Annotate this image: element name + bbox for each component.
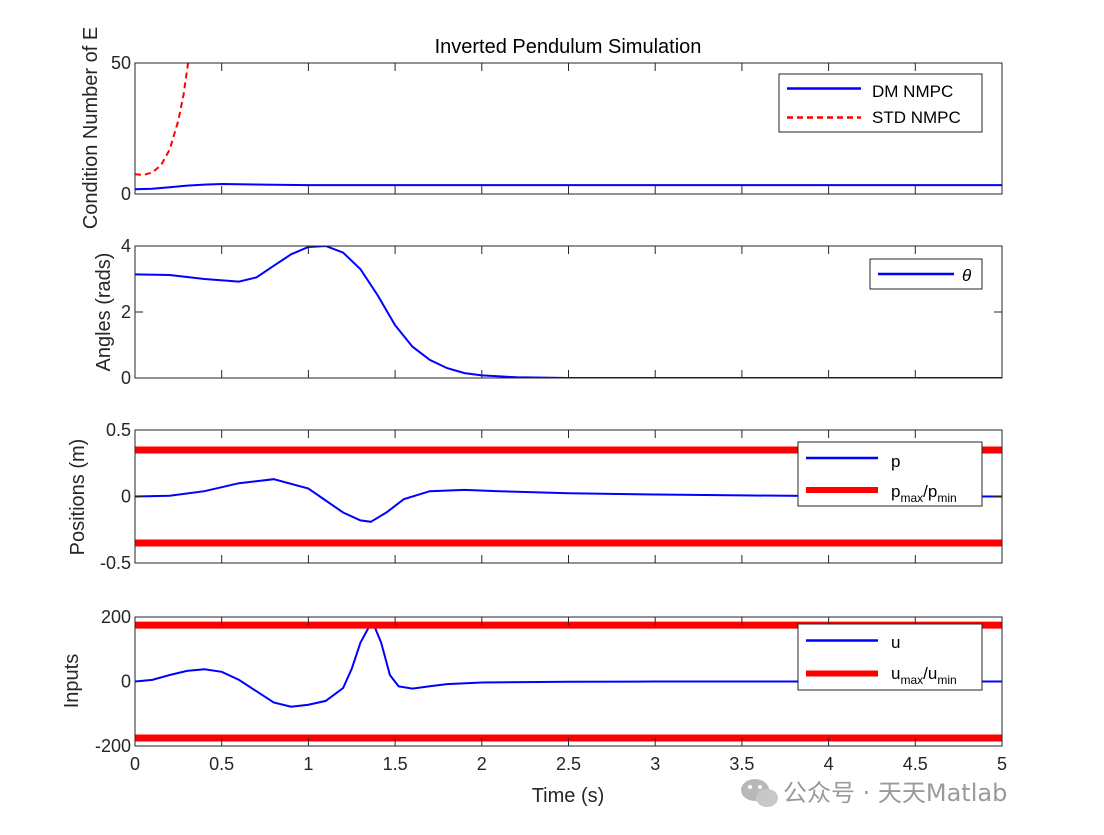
y-tick-label: 4: [121, 236, 131, 256]
y-axis-label: Positions (m): [67, 439, 89, 556]
series-line-0: [135, 624, 1002, 708]
x-tick-label: 2.5: [556, 754, 581, 774]
series-line-0: [135, 182, 1002, 191]
series-line-1: [135, 63, 190, 176]
y-tick-label: 0: [121, 487, 131, 507]
x-tick-label: 3.5: [729, 754, 754, 774]
legend-label-theta: θ: [962, 266, 972, 285]
y-axis-label: Angles (rads): [93, 253, 115, 372]
legend-label-u: u: [891, 633, 900, 652]
x-tick-label: 1.5: [383, 754, 408, 774]
subplot-angles: 0 2 4 Angles (rads): [93, 236, 1003, 388]
y-tick-label: 0: [121, 368, 131, 388]
legend-box: [797, 623, 983, 691]
x-axis-label: Time (s): [532, 785, 605, 807]
legend-label-std-nmpc: STD NMPC: [872, 108, 961, 127]
y-tick-label: 200: [101, 607, 131, 627]
x-tick-label: 4: [824, 754, 834, 774]
y-tick-label: 50: [111, 53, 131, 73]
x-tick-label: 2: [477, 754, 487, 774]
y-tick-label: -200: [95, 736, 131, 756]
wechat-icon: [741, 779, 778, 807]
series-line-0: [135, 478, 1002, 523]
x-tick-label: 0.5: [209, 754, 234, 774]
x-tick-label: 0: [130, 754, 140, 774]
y-tick-label: 0: [121, 672, 131, 692]
x-tick-label: 4.5: [903, 754, 928, 774]
y-tick-label: 0.5: [106, 420, 131, 440]
y-tick-label: -0.5: [100, 553, 131, 573]
y-tick-label: 0: [121, 184, 131, 204]
plot-area: [135, 63, 1002, 191]
chart-title: Inverted Pendulum Simulation: [435, 36, 702, 58]
watermark-text: 公众号 · 天天Matlab: [783, 779, 1007, 807]
legend-label-dm-nmpc: DM NMPC: [872, 82, 953, 101]
watermark: 公众号 · 天天Matlab: [741, 779, 1007, 807]
y-axis-label: Condition Number of E: [80, 27, 102, 229]
y-tick-label: 2: [121, 302, 131, 322]
x-tick-label: 3: [650, 754, 660, 774]
x-tick-label: 1: [303, 754, 313, 774]
legend-box: [778, 73, 983, 133]
legend-box: [797, 441, 983, 507]
x-tick-label: 5: [997, 754, 1007, 774]
subplot-positions: -0.5 0 0.5 Positions (m): [67, 420, 1003, 573]
y-axis-label: Inputs: [61, 654, 83, 708]
legend-label-p: p: [891, 452, 900, 471]
subplot-condition-number: 0 50 Condition Number of E: [80, 27, 1003, 229]
